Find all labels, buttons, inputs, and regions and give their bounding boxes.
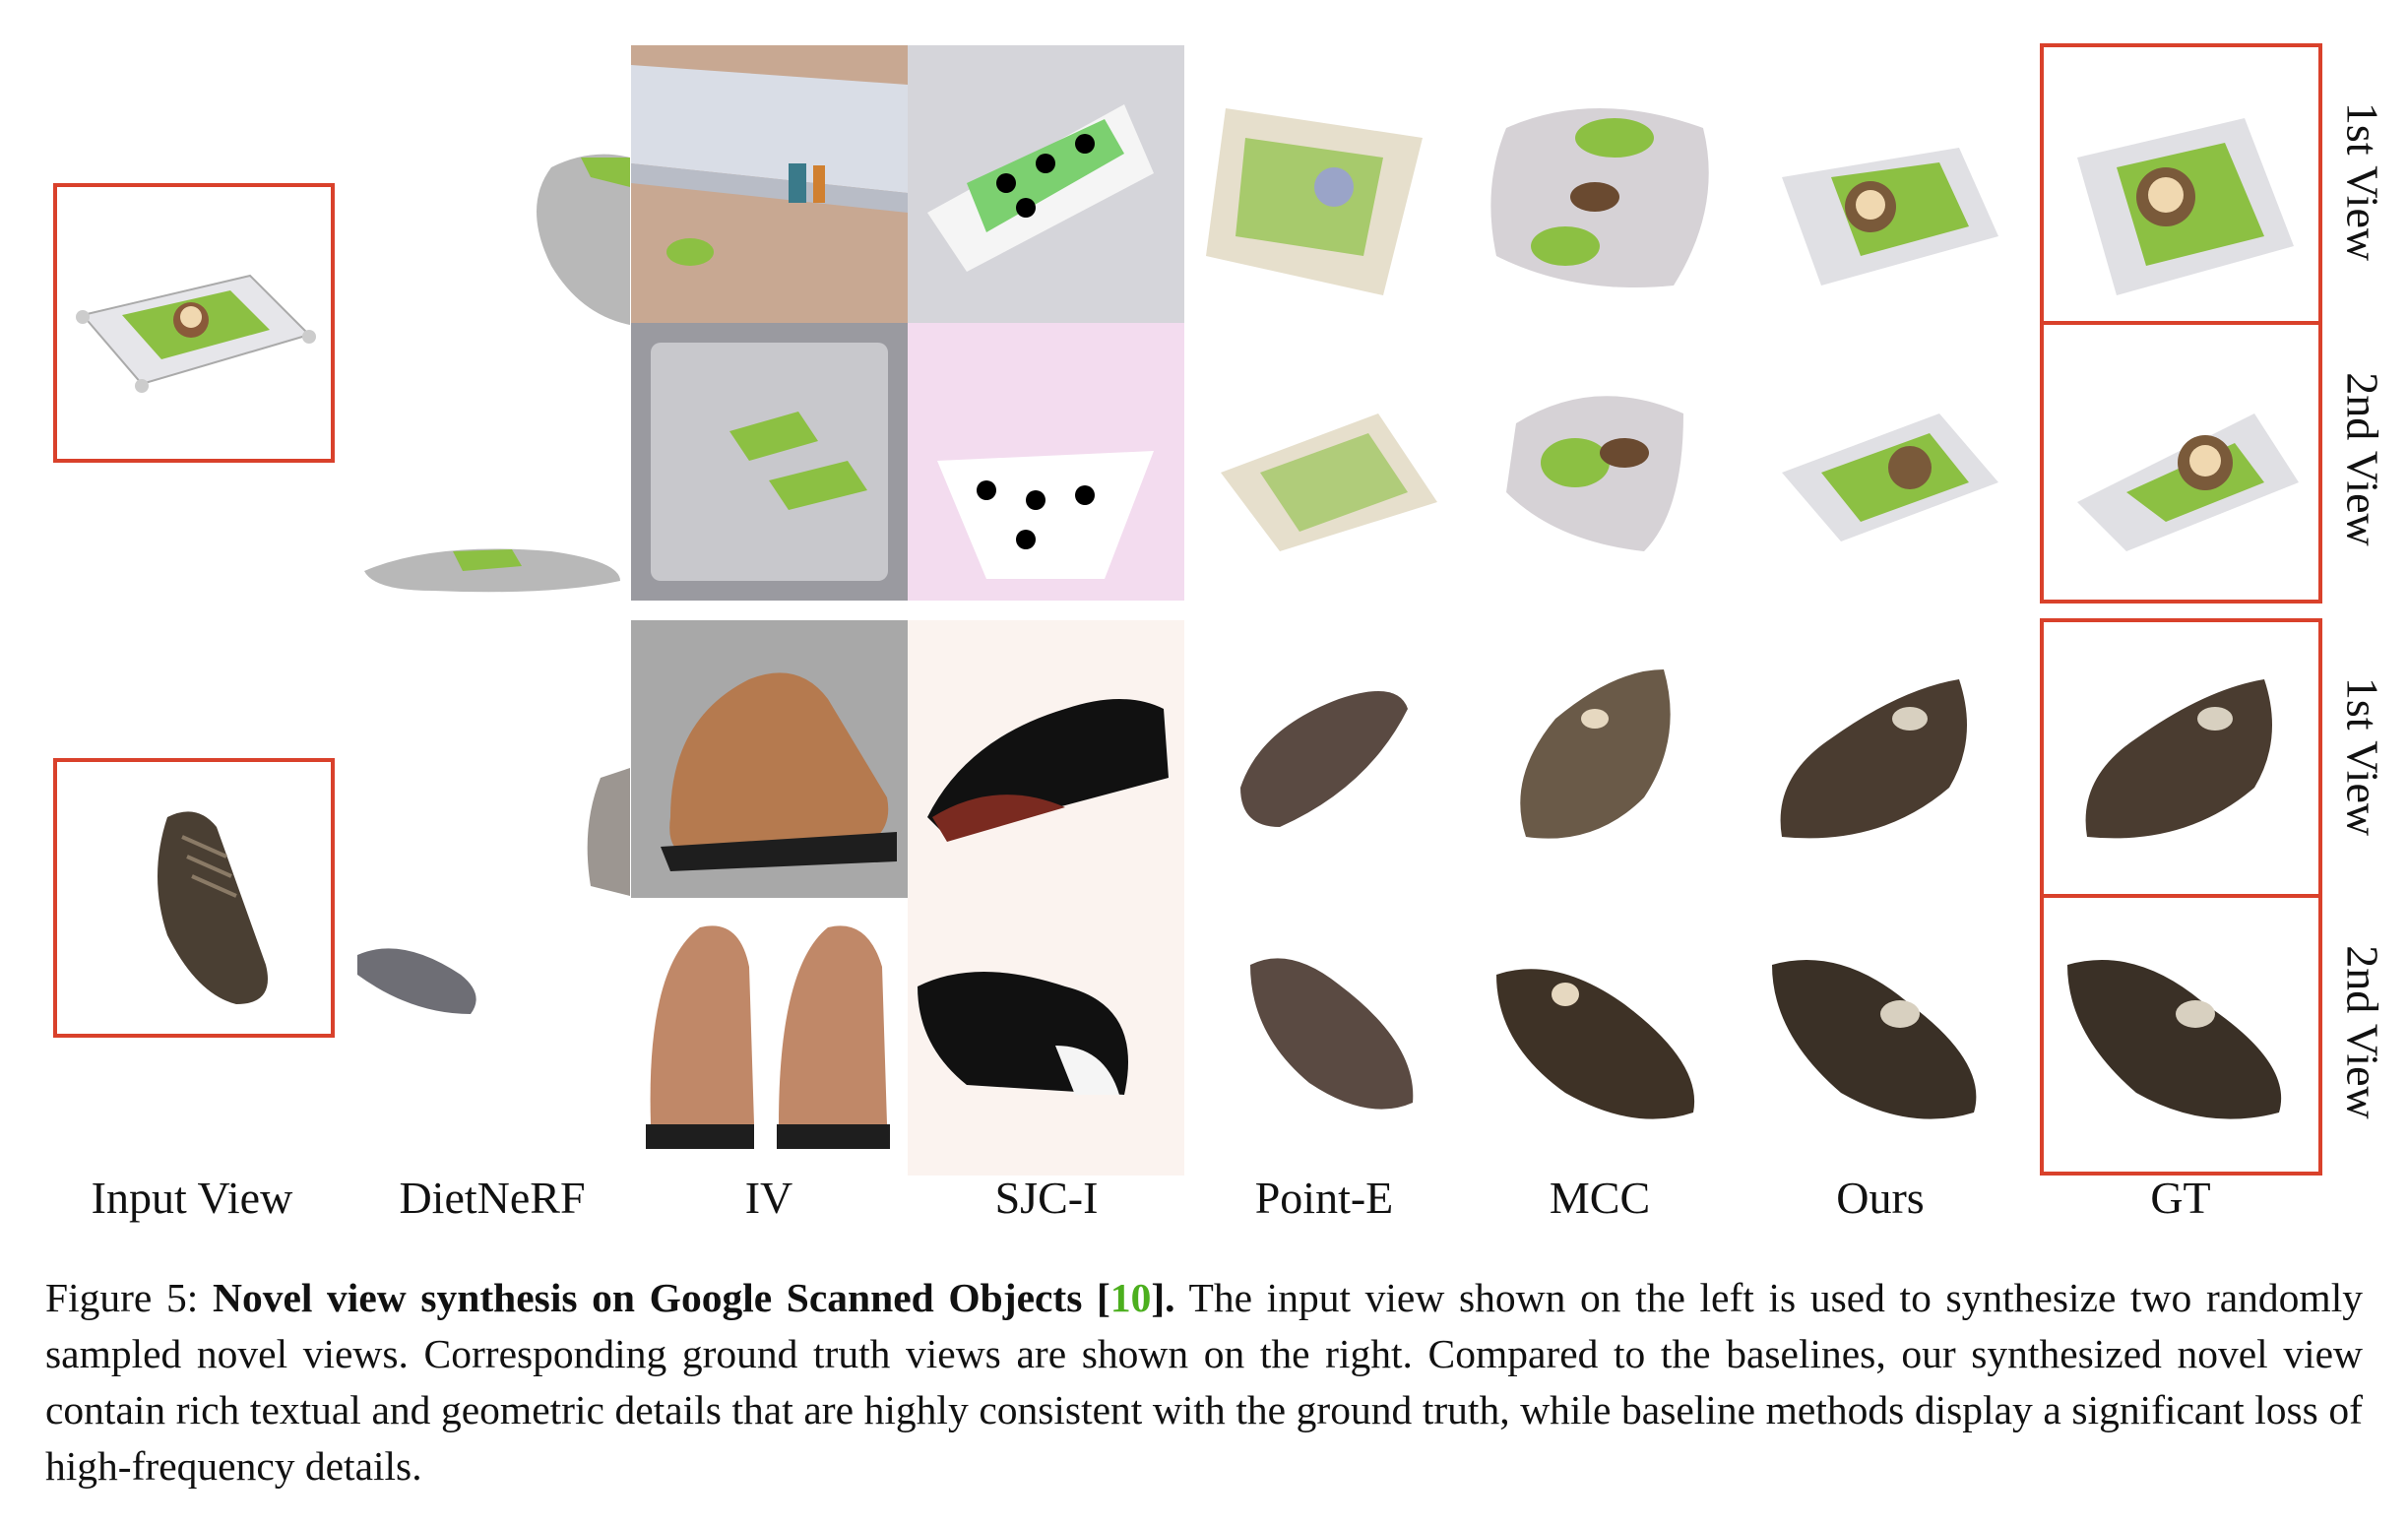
dietnerf-shoe-1: [571, 768, 630, 896]
ours-mat-1: [1762, 118, 2008, 305]
figure-caption: Figure 5: Novel view synthesis on Google…: [45, 1270, 2363, 1494]
gt-shoe-1: [2067, 660, 2294, 857]
sjc-mat-2: [908, 323, 1184, 601]
iv-mat-1: [631, 45, 908, 323]
mcc-mat-1: [1477, 89, 1723, 295]
input-shoe-image: [128, 797, 285, 1014]
col-label-dietnerf: DietNeRF: [399, 1173, 586, 1223]
iv-mat-2: [631, 323, 908, 601]
iv-shoe-1: [631, 620, 908, 898]
sjc-shoe-1: [908, 620, 1184, 898]
sjc-mat-1: [908, 45, 1184, 323]
dietnerf-mat-2: [354, 522, 630, 601]
col-label-ours: Ours: [1836, 1173, 1925, 1223]
gt-shoe-2: [2058, 945, 2304, 1132]
gt-mat-2: [2067, 384, 2304, 561]
ours-shoe-1: [1762, 660, 1989, 857]
dietnerf-shoe-2: [352, 935, 490, 1024]
caption-prefix: Figure 5:: [45, 1275, 213, 1320]
row-label-3: 1st View: [2337, 676, 2388, 837]
col-label-sjc: SJC-I: [994, 1173, 1099, 1223]
input-box-shoe: [53, 758, 335, 1038]
row-label-1: 1st View: [2337, 101, 2388, 262]
ours-shoe-2: [1762, 945, 1998, 1132]
pointe-shoe-2: [1231, 935, 1427, 1132]
mcc-mat-2: [1496, 374, 1693, 561]
iv-shoe-2: [631, 898, 908, 1176]
dietnerf-mat-1: [512, 148, 630, 325]
row-label-2: 2nd View: [2337, 372, 2388, 546]
pointe-mat-1: [1186, 79, 1462, 325]
mcc-shoe-1: [1496, 660, 1683, 857]
mcc-shoe-2: [1487, 945, 1713, 1132]
sjc-shoe-2: [908, 898, 1184, 1176]
gt-box-shoe-2: [2040, 894, 2322, 1176]
pointe-mat-2: [1201, 394, 1457, 561]
col-label-pointe: Point-E: [1254, 1173, 1394, 1223]
gt-box-mat-2: [2040, 321, 2322, 604]
row-label-4: 2nd View: [2337, 945, 2388, 1119]
col-label-input: Input View: [91, 1173, 293, 1223]
input-mat-image: [63, 256, 325, 404]
input-box-mat: [53, 183, 335, 463]
col-label-iv: IV: [744, 1173, 793, 1223]
col-label-mcc: MCC: [1549, 1173, 1651, 1223]
caption-title: Novel view synthesis on Google Scanned O…: [212, 1275, 1175, 1320]
col-label-gt: GT: [2150, 1173, 2211, 1223]
citation-link[interactable]: 10: [1109, 1275, 1152, 1320]
figure: 1st View 2nd View 1st View 2nd View Inpu…: [53, 43, 2388, 1223]
ours-mat-2: [1762, 394, 2008, 551]
caption-body: The input view shown on the left is used…: [45, 1275, 2363, 1489]
pointe-shoe-1: [1221, 669, 1418, 837]
gt-mat-1: [2058, 98, 2304, 315]
